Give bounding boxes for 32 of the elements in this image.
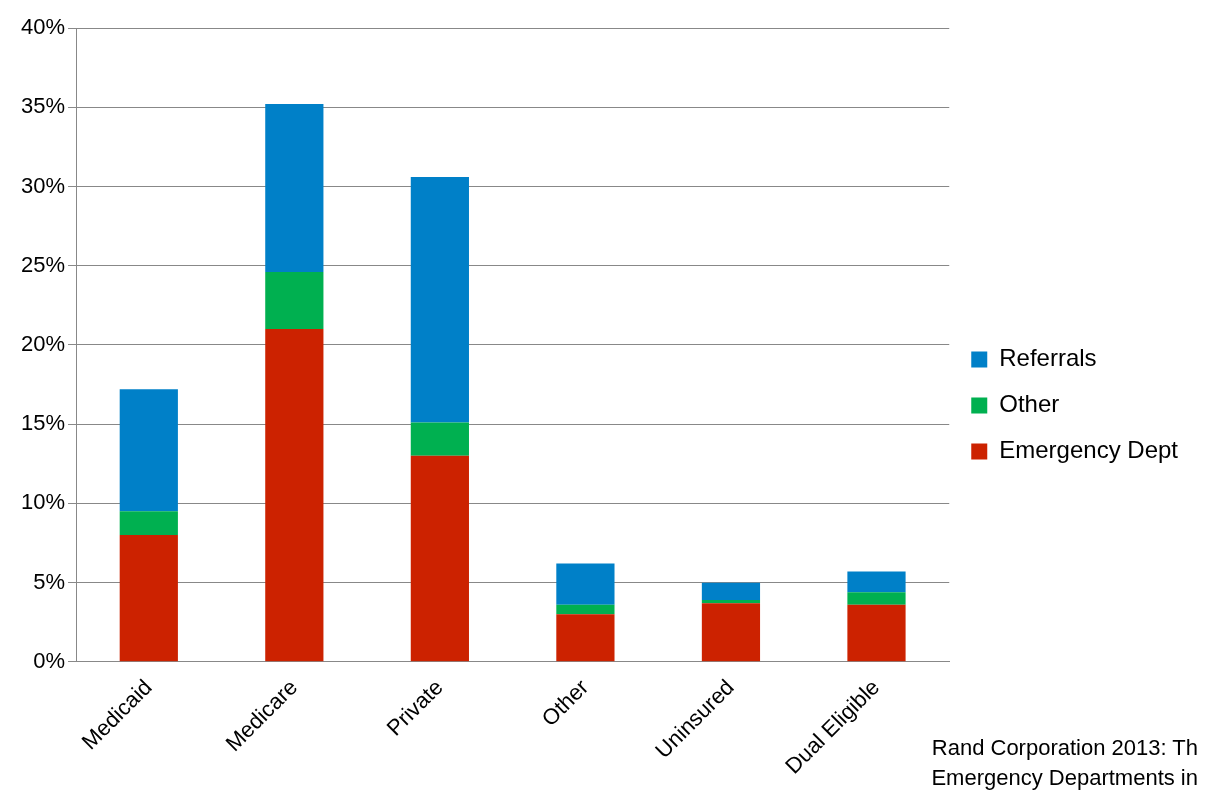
y-tick-label: 10%: [20, 489, 66, 515]
bar: [847, 604, 906, 662]
y-tick-label: 25%: [20, 251, 66, 277]
legend-label: Other: [999, 390, 1060, 418]
bar: [410, 422, 469, 456]
legend-label: Referrals: [999, 344, 1097, 372]
y-tick-label: 30%: [20, 172, 66, 198]
bar: [265, 104, 324, 273]
bar: [410, 455, 469, 662]
bar: [119, 535, 178, 662]
y-tick-label: 35%: [20, 93, 66, 119]
bar: [556, 604, 615, 615]
bar: [701, 600, 761, 604]
y-tick-label: 0%: [33, 647, 66, 673]
bar: [410, 176, 469, 423]
text: Emergency Departments in: [931, 764, 1198, 792]
bar: [556, 563, 615, 605]
bar: [847, 571, 906, 593]
bar: [556, 614, 615, 662]
bar: [847, 592, 906, 605]
y-tick-label: 15%: [20, 410, 66, 436]
bar: [265, 329, 324, 662]
y-tick-label: 20%: [20, 330, 66, 356]
bar: [701, 603, 761, 662]
y-tick-label: 5%: [33, 568, 66, 594]
text: Rand Corporation 2013: Th: [931, 734, 1198, 762]
y-tick-label: 40%: [20, 14, 66, 40]
bar: [119, 511, 178, 536]
bar: [265, 272, 324, 330]
legend-label: Emergency Dept: [999, 436, 1179, 464]
bar: [701, 582, 761, 601]
bar: [119, 389, 178, 512]
